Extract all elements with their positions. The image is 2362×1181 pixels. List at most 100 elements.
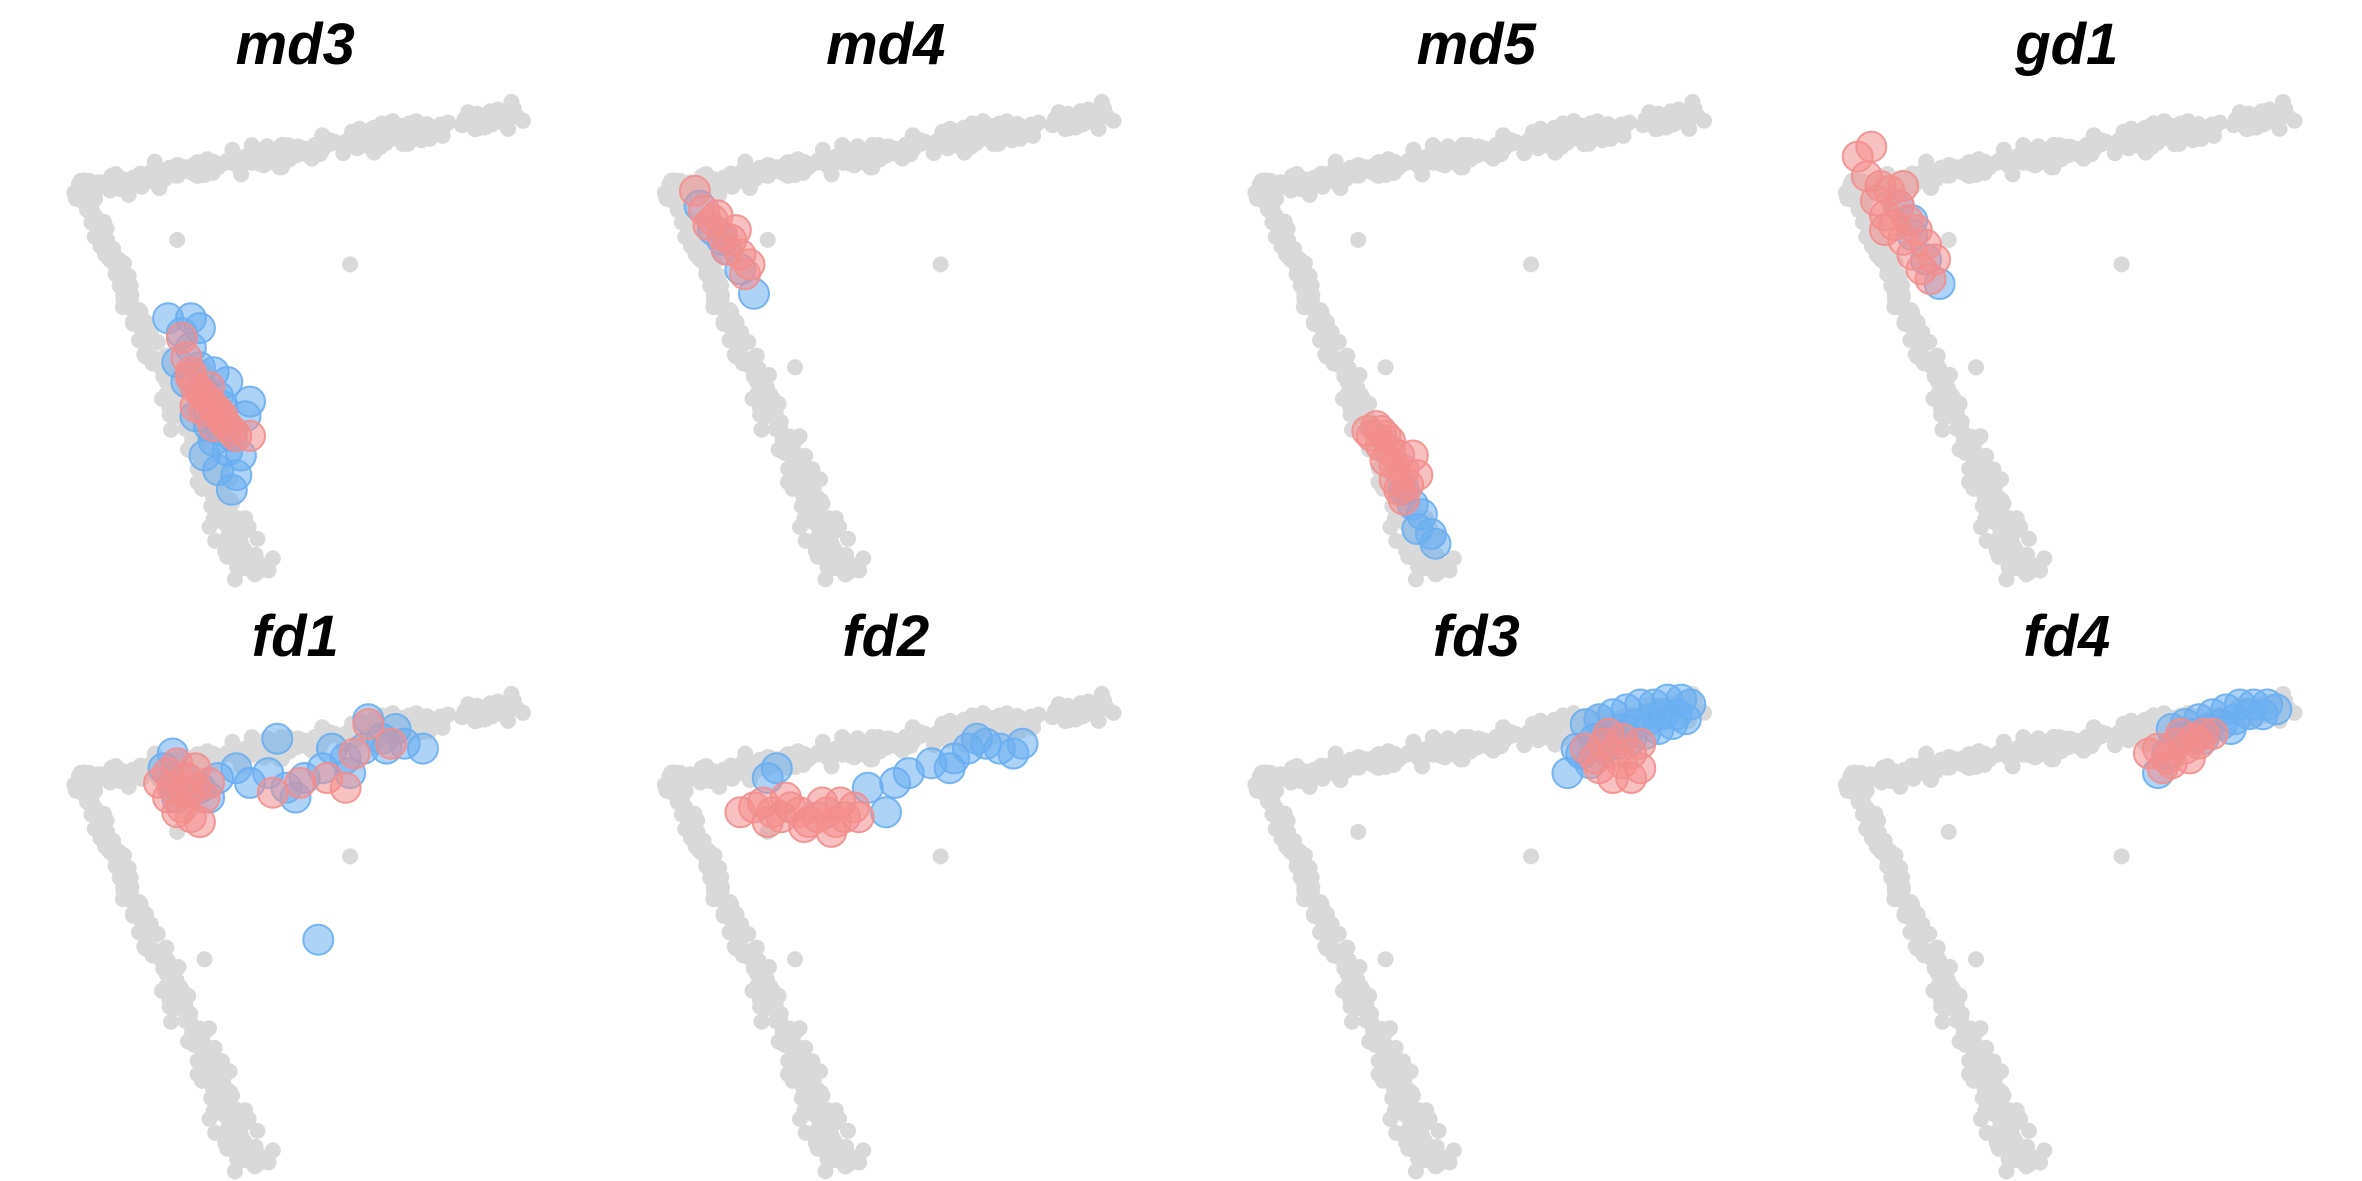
panel-fd2: fd2 xyxy=(656,604,1122,1180)
background-point xyxy=(1521,724,1537,741)
background-point xyxy=(755,381,772,398)
background-point xyxy=(208,1086,225,1103)
background-point xyxy=(2012,519,2029,535)
background-point xyxy=(111,277,128,294)
background-point xyxy=(1974,752,1991,769)
background-point xyxy=(2045,751,2062,768)
background-point xyxy=(2004,1147,2021,1164)
data-point-blue xyxy=(1006,727,1039,760)
series-red xyxy=(165,321,266,452)
background-point xyxy=(1288,166,1305,182)
background-point xyxy=(770,418,787,435)
background-point xyxy=(1350,231,1367,248)
background-point xyxy=(111,869,128,886)
background-point xyxy=(694,837,711,853)
background-point xyxy=(127,765,144,782)
background-point xyxy=(1934,421,1951,438)
data-point-blue xyxy=(406,732,439,765)
background-point xyxy=(2049,147,2066,164)
background-point xyxy=(1319,314,1335,331)
panel-title: fd3 xyxy=(1433,604,1520,669)
data-point-red xyxy=(284,766,317,799)
background-point xyxy=(787,359,803,376)
background-point xyxy=(809,152,826,169)
background-point xyxy=(1854,793,1871,810)
background-point xyxy=(855,1142,872,1159)
series-red xyxy=(724,781,875,848)
panel-title: fd1 xyxy=(252,604,339,669)
data-point-red xyxy=(329,771,362,804)
background-point xyxy=(1973,1111,1989,1127)
background-point xyxy=(1671,101,1687,118)
background-point xyxy=(1952,755,1969,772)
data-point-red xyxy=(1615,762,1648,794)
background-point xyxy=(1361,163,1378,180)
background-point xyxy=(1389,1086,1406,1103)
background-point xyxy=(1854,806,1871,823)
background-point xyxy=(1361,1010,1378,1027)
background-point xyxy=(1990,152,2007,169)
background-point xyxy=(759,407,776,423)
background-point xyxy=(1388,1124,1405,1141)
background-point xyxy=(342,848,359,865)
background-point xyxy=(1384,752,1401,769)
background-point xyxy=(694,245,711,261)
panel-title: md4 xyxy=(826,12,945,77)
background-point xyxy=(2021,530,2037,547)
background-point xyxy=(267,147,283,164)
background-point xyxy=(2003,156,2020,173)
background-point xyxy=(1909,906,1926,923)
background-point xyxy=(747,960,763,977)
background-point xyxy=(855,550,872,567)
background-point xyxy=(201,519,218,535)
background-point xyxy=(759,999,776,1015)
background-point xyxy=(99,824,116,841)
background-point xyxy=(880,138,896,155)
background-point xyxy=(2003,748,2020,765)
background-point xyxy=(792,1111,808,1127)
background-point xyxy=(747,368,763,385)
background-point xyxy=(2036,1142,2053,1159)
background-point xyxy=(781,446,798,463)
background-point xyxy=(1982,1070,1999,1087)
background-point xyxy=(207,532,224,549)
background-point xyxy=(1936,973,1953,990)
background-point xyxy=(2021,1122,2037,1139)
background-point xyxy=(1910,339,1927,356)
background-point xyxy=(1344,1013,1360,1030)
background-point xyxy=(702,869,719,886)
background-point xyxy=(1319,906,1335,923)
background-point xyxy=(1572,124,1588,141)
background-point xyxy=(799,494,815,511)
data-point-red xyxy=(2182,727,2215,760)
data-point-red xyxy=(338,737,371,770)
background-point xyxy=(412,128,429,145)
background-point xyxy=(1978,1124,1995,1141)
background-point xyxy=(753,421,770,438)
background-point xyxy=(840,530,856,547)
background-point xyxy=(459,115,476,132)
background-point xyxy=(1319,931,1336,948)
background-point xyxy=(2145,115,2162,132)
background-point xyxy=(1883,277,1900,294)
background-point xyxy=(864,159,881,176)
panel-title: gd1 xyxy=(2014,12,2118,77)
background-point xyxy=(210,1070,227,1087)
background-point xyxy=(116,255,132,272)
background-point xyxy=(1854,214,1871,231)
background-point xyxy=(868,147,885,164)
background-point xyxy=(289,730,306,747)
background-point xyxy=(163,421,179,438)
background-point xyxy=(809,744,826,761)
background-point xyxy=(787,951,803,968)
background-point xyxy=(1284,837,1301,853)
background-point xyxy=(1978,532,1995,549)
background-point xyxy=(1492,734,1509,750)
background-point xyxy=(964,707,981,724)
background-point xyxy=(203,160,220,177)
background-point xyxy=(138,339,155,356)
background-cells xyxy=(1837,685,2303,1180)
background-point xyxy=(823,555,840,572)
background-point xyxy=(857,739,874,756)
